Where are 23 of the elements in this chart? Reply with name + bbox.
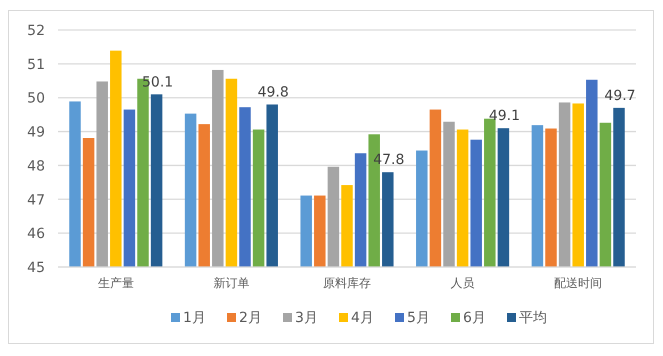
y-tick-label: 51: [27, 56, 45, 73]
y-tick-label: 46: [27, 226, 46, 242]
legend-label: 1月: [183, 310, 206, 326]
legend-label: 4月: [351, 310, 374, 326]
legend-label: 2月: [239, 310, 262, 326]
y-tick-label: 49: [27, 124, 45, 141]
x-tick-label: 原料库存: [323, 276, 371, 290]
y-tick-label: 47: [27, 192, 45, 208]
data-label: 49.7: [604, 88, 636, 104]
data-label: 49.8: [258, 84, 289, 100]
y-tick-label: 45: [27, 260, 45, 276]
legend-label: 5月: [407, 310, 430, 326]
data-label: 49.1: [488, 108, 520, 124]
x-tick-label: 生产量: [98, 276, 134, 290]
legend-label: 平均: [519, 310, 547, 326]
legend-label: 3月: [295, 310, 318, 326]
legend-label: 6月: [463, 310, 486, 326]
y-tick-label: 50: [27, 90, 45, 107]
x-tick-label: 人员: [450, 276, 475, 290]
x-tick-label: 新订单: [213, 276, 250, 290]
y-tick-label: 48: [27, 158, 45, 174]
y-tick-label: 52: [27, 23, 45, 39]
x-tick-label: 配送时间: [554, 276, 602, 290]
